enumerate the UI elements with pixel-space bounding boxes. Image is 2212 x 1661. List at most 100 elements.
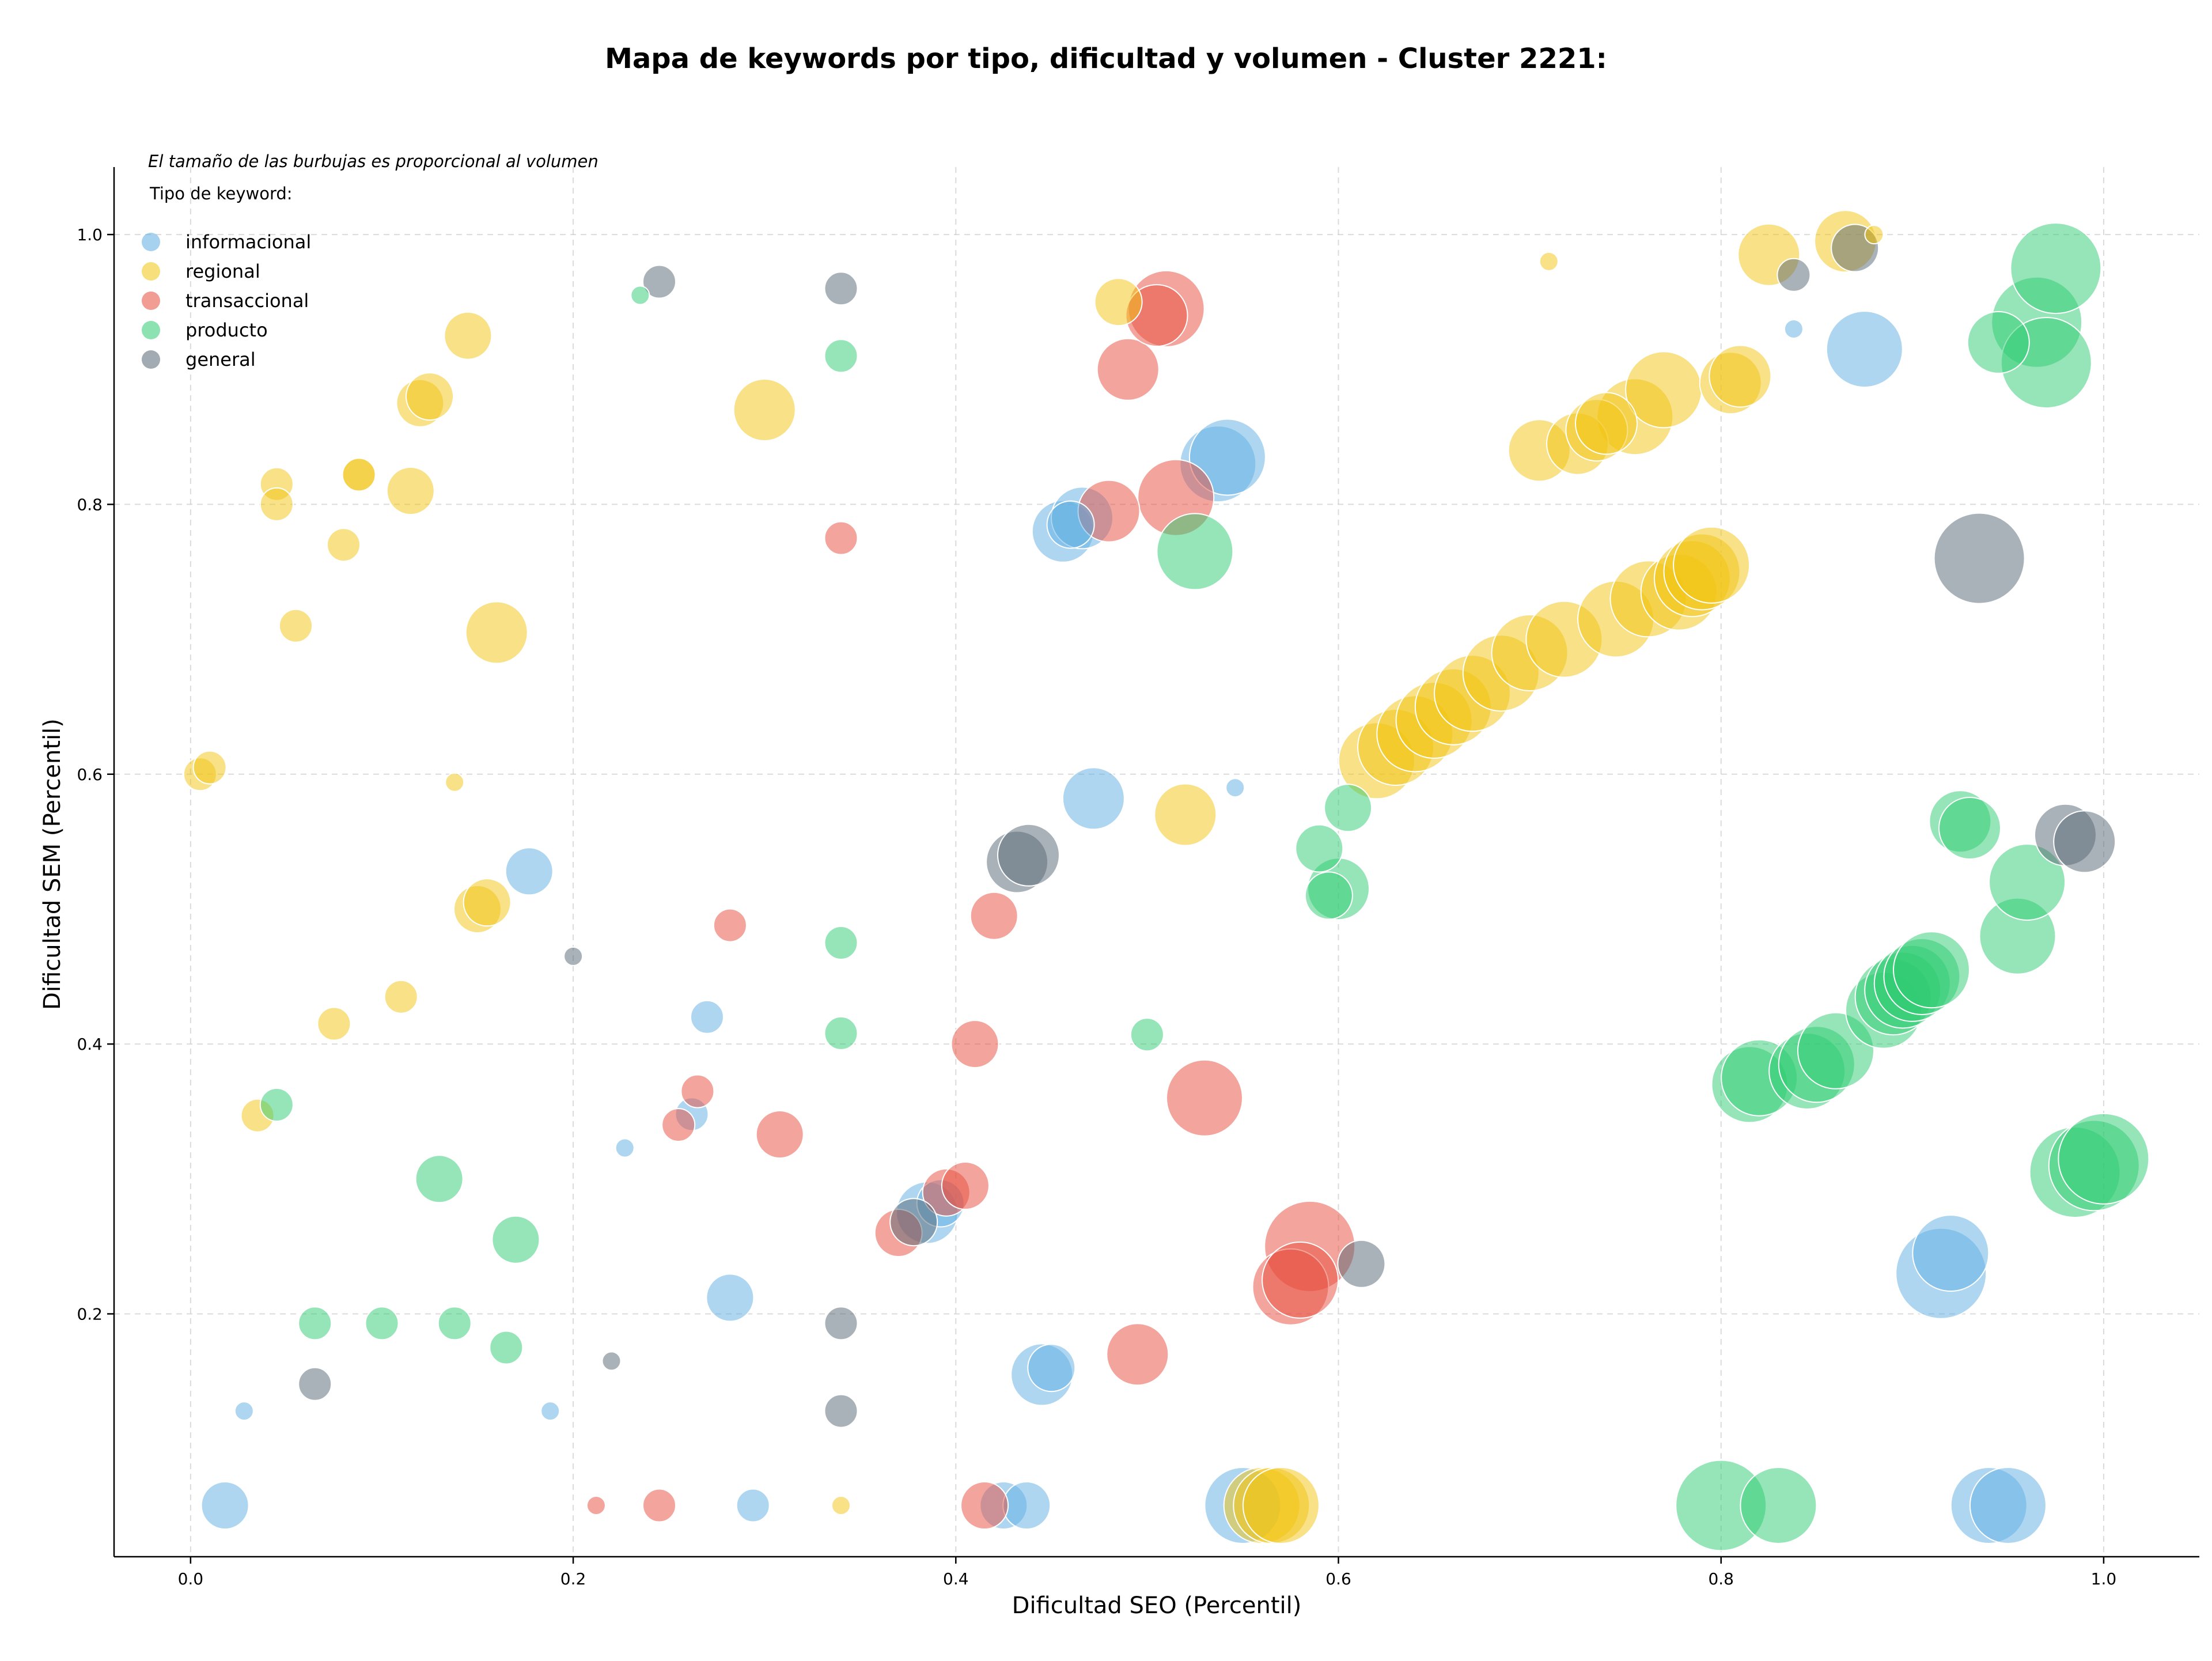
bubble-transaccional-10: [950, 1020, 999, 1069]
bubble-producto-5: [489, 1330, 524, 1365]
bubble-producto-9: [824, 926, 858, 960]
bubble-informacional-24: [1825, 311, 1903, 388]
bubble-transaccional-21: [1262, 1241, 1339, 1319]
bubble-regional-11: [386, 467, 435, 515]
bubble-informacional-16: [1046, 500, 1095, 549]
bubble-producto-2: [365, 1306, 399, 1341]
bubble-informacional-23: [1783, 319, 1804, 339]
bubble-producto-3: [415, 1155, 464, 1204]
bubble-informacional-26: [1912, 1214, 1990, 1292]
bubble-regional-22: [1154, 783, 1217, 846]
bubble-informacional-28: [1969, 1467, 2047, 1544]
x-tick-label: 0.0: [178, 1569, 204, 1588]
bubble-general-6: [824, 1394, 858, 1428]
bubble-producto-12: [1156, 513, 1234, 591]
bubble-regional-43: [1625, 351, 1703, 429]
legend-marker-informacional: [142, 233, 160, 251]
bubble-general-5: [824, 1306, 858, 1341]
bubble-regional-21: [1094, 278, 1143, 327]
legend-label-general: general: [185, 349, 256, 370]
bubble-regional-19: [733, 379, 796, 441]
bubble-general-15: [2053, 810, 2116, 873]
bubble-regional-49: [1709, 345, 1772, 408]
legend-marker-regional: [142, 262, 160, 281]
bubble-transaccional-1: [642, 1488, 676, 1523]
bubble-regional-7: [327, 528, 361, 562]
bubble-regional-14: [445, 772, 465, 792]
bubble-regional-9: [342, 457, 376, 492]
y-tick-label: 1.0: [77, 225, 103, 244]
bubble-producto-4: [437, 1306, 472, 1341]
bubble-regional-47: [1673, 526, 1751, 604]
bubble-producto-40: [2058, 1113, 2150, 1205]
bubble-regional-10: [384, 979, 418, 1014]
bubble-producto-32: [1967, 311, 2030, 374]
bubble-regional-1: [192, 750, 227, 785]
bubble-informacional-8: [736, 1488, 770, 1523]
bubble-producto-11: [1130, 1017, 1164, 1052]
bubble-general-9: [997, 823, 1060, 887]
bubble-transaccional-6: [824, 521, 858, 555]
bubble-regional-39: [1575, 392, 1638, 455]
bubble-informacional-7: [706, 1273, 755, 1322]
bubble-informacional-20: [1188, 418, 1266, 496]
bubble-regional-25: [1242, 1467, 1320, 1544]
bubble-regional-17: [463, 878, 512, 927]
chart-title: Mapa de keywords por tipo, dificultad y …: [605, 43, 1607, 75]
bubble-transaccional-4: [713, 908, 747, 943]
y-tick-label: 0.8: [77, 495, 103, 514]
bubble-general-0: [298, 1367, 332, 1401]
bubble-regional-5: [279, 608, 313, 643]
bubble-producto-6: [491, 1215, 540, 1264]
bubble-producto-13: [1295, 824, 1344, 873]
y-tick-label: 0.4: [77, 1035, 103, 1054]
bubble-producto-34: [1988, 843, 2066, 921]
axis-ticks: 0.0 0.2 0.4 0.6 0.8 1.0 0.2 0.4 0.6 0.8 1.0: [77, 225, 2116, 1588]
bubble-informacional-0: [200, 1481, 249, 1530]
bubble-transaccional-12: [969, 891, 1018, 940]
bubble-transaccional-5: [755, 1110, 804, 1159]
bubble-regional-6: [317, 1007, 351, 1041]
bubbles: [183, 210, 2150, 1552]
bubble-general-10: [1337, 1239, 1386, 1288]
bubble-informacional-4: [615, 1138, 635, 1158]
bubble-general-13: [1933, 512, 2025, 604]
bubble-informacional-6: [690, 1000, 724, 1034]
bubble-producto-7: [630, 285, 650, 305]
bubble-informacional-1: [234, 1401, 254, 1421]
bubble-transaccional-15: [1106, 1323, 1169, 1386]
y-tick-label: 0.6: [77, 765, 103, 784]
bubble-producto-10: [824, 1016, 858, 1050]
legend-marker-general: [142, 350, 160, 369]
x-tick-label: 1.0: [2091, 1569, 2117, 1588]
bubble-informacional-3: [540, 1401, 560, 1421]
bubble-transaccional-19: [1166, 1059, 1243, 1137]
bubble-transaccional-2: [661, 1108, 696, 1142]
bubble-transaccional-11: [960, 1481, 1009, 1530]
bubble-informacional-18: [1062, 767, 1125, 830]
bubble-informacional-2: [505, 847, 554, 896]
bubble-transaccional-9: [941, 1161, 990, 1210]
bubble-informacional-12: [1002, 1481, 1051, 1530]
bubble-general-3: [642, 264, 676, 299]
legend: informacional regional transaccional produc…: [142, 231, 311, 370]
legend-title: Tipo de keyword:: [149, 184, 293, 203]
bubble-transaccional-0: [586, 1496, 606, 1515]
x-tick-label: 0.4: [943, 1569, 969, 1588]
bubble-informacional-21: [1225, 778, 1245, 798]
x-tick-label: 0.2: [560, 1569, 586, 1588]
bubble-regional-35: [1539, 251, 1559, 271]
legend-label-regional: regional: [185, 260, 260, 282]
bubble-regional-13: [406, 372, 454, 421]
bubble-regional-15: [444, 311, 493, 360]
bubble-regional-4: [259, 487, 294, 521]
legend-marker-producto: [142, 321, 160, 339]
bubble-general-11: [1777, 258, 1811, 292]
bubble-regional-20: [831, 1496, 851, 1515]
bubble-producto-8: [824, 339, 858, 373]
bubble-producto-31: [1938, 797, 2001, 860]
bubble-transaccional-3: [680, 1074, 715, 1108]
bubble-transaccional-14: [1096, 338, 1160, 401]
x-tick-label: 0.6: [1325, 1569, 1351, 1588]
